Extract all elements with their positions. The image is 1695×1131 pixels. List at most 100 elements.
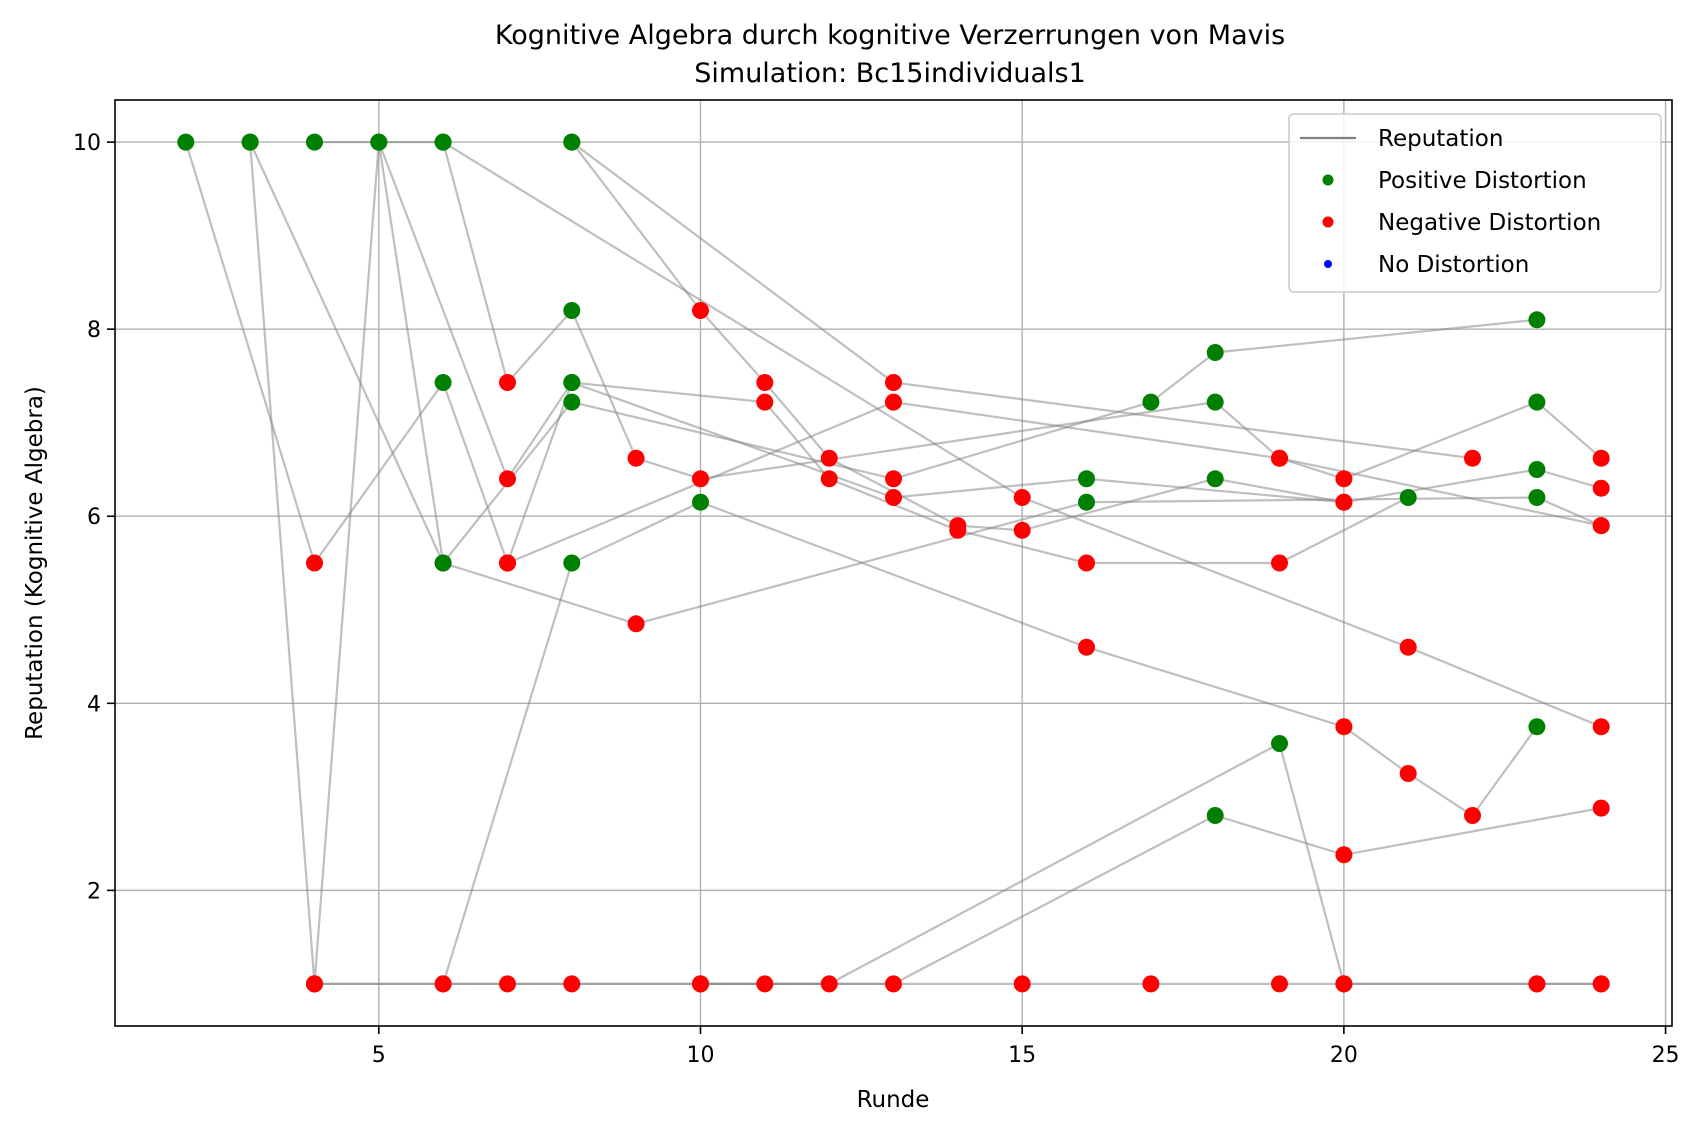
legend-item-positive-distortion: Positive Distortion [1378,168,1587,194]
negative-distortion-point [949,517,967,535]
positive-distortion-point [1078,470,1095,488]
positive-distortion-point [563,393,581,411]
negative-distortion-point [1335,718,1353,736]
positive-distortion-point [1399,489,1417,506]
negative-distortion-point [1464,449,1481,467]
positive-distortion-point [306,133,323,151]
negative-distortion-point [885,374,902,391]
legend-negative-marker [1322,216,1334,228]
negative-distortion-point [1592,975,1610,993]
positive-distortion-point [1528,489,1546,506]
negative-distortion-point [1078,554,1095,572]
legend-item-negative-distortion: Negative Distortion [1378,210,1601,236]
negative-distortion-point [692,975,709,993]
plot-frame [114,99,1673,1027]
negative-distortion-point [563,975,581,993]
x-tick-label: 10 [686,1043,714,1068]
negative-distortion-point [1592,517,1610,535]
positive-distortion-point [370,133,388,151]
positive-distortion-point [1206,470,1224,488]
y-tick-label: 2 [87,879,101,904]
negative-distortion-point [627,449,645,467]
legend-box [1288,113,1662,293]
x-tick-label: 25 [1652,1043,1680,1068]
negative-distortion-point [1271,554,1288,572]
positive-distortion-point [563,302,581,319]
negative-distortion-point [499,554,516,572]
negative-distortion-point [885,470,902,488]
negative-distortion-point [499,374,516,391]
negative-distortion-point [1335,470,1353,488]
negative-distortion-point [627,615,645,633]
positive-distortion-point [1528,393,1546,411]
negative-distortion-point [434,975,452,993]
negative-distortion-point [1592,799,1610,817]
negative-distortion-point [1592,479,1610,497]
negative-distortion-point [756,393,774,411]
positive-distortion-point [563,374,581,391]
positive-distortion-point [563,554,581,572]
y-tick-label: 6 [87,505,101,530]
negative-distortion-point [885,489,902,506]
negative-distortion-point [692,470,709,488]
chart-title: Kognitive Algebra durch kognitive Verzer… [495,20,1285,51]
legend-item-no-distortion: No Distortion [1378,252,1529,278]
reputation-line [570,141,1345,532]
positive-distortion-point [177,133,195,151]
y-tick-label: 10 [73,131,101,156]
reputation-line [442,141,1602,728]
negative-distortion-point [756,975,774,993]
negative-distortion-point [1335,493,1353,511]
y-axis-ticks: 2 4 6 8 10 [73,131,115,904]
reputation-line [249,141,1602,984]
negative-distortion-point [1528,975,1546,993]
negative-distortion-point [756,374,774,391]
positive-distortion-point [434,133,452,151]
negative-distortion-point [1142,975,1160,993]
negative-distortion-point [1335,846,1353,864]
negative-distortion-point [1592,718,1610,736]
negative-distortion-point [306,554,323,572]
positive-distortion-point [1528,461,1546,478]
positive-distortion-point [1206,393,1224,411]
reputation-line [314,501,1538,985]
legend-positive-marker [1322,174,1334,186]
negative-distortion-point [692,302,709,319]
negative-distortion-point [820,449,838,467]
x-tick-label: 5 [372,1043,386,1068]
y-axis-label: Reputation (Kognitive Algebra) [22,386,48,740]
positive-distortion-point [1078,493,1095,511]
negative-distortion-point [1013,521,1031,539]
negative-distortion-point [820,470,838,488]
legend-no-distortion-marker [1324,260,1332,268]
positive-distortion-point [1206,807,1224,824]
positive-distortion-point [1206,344,1224,361]
y-tick-label: 4 [87,692,101,717]
positive-distortion-point [692,493,709,511]
negative-distortion-point [1592,449,1610,467]
positive-distortion-point [563,133,581,151]
positive-distortion-point [1528,718,1546,736]
positive-distortion-point [434,374,452,391]
x-tick-label: 20 [1330,1043,1358,1068]
negative-distortion-point [1271,975,1288,993]
negative-distortion-point [1078,638,1095,656]
x-axis-ticks: 5 10 15 20 25 [372,1026,1680,1068]
legend-item-reputation: Reputation [1378,126,1503,152]
negative-distortion-point [885,393,902,411]
y-tick-label: 8 [87,318,101,343]
negative-distortion-point [885,975,902,993]
negative-distortion-point [820,975,838,993]
negative-distortion-point [1335,975,1353,993]
negative-distortion-point [306,975,323,993]
distortion-points [177,133,1610,993]
negative-distortion-point [1271,449,1288,467]
negative-distortion-point [1399,638,1417,656]
positive-distortion-point [1271,735,1288,752]
positive-distortion-point [434,554,452,572]
negative-distortion-point [1399,765,1417,782]
x-axis-label: Runde [857,1087,930,1113]
negative-distortion-point [499,470,516,488]
legend: Reputation Positive Distortion Negative … [1288,113,1662,293]
